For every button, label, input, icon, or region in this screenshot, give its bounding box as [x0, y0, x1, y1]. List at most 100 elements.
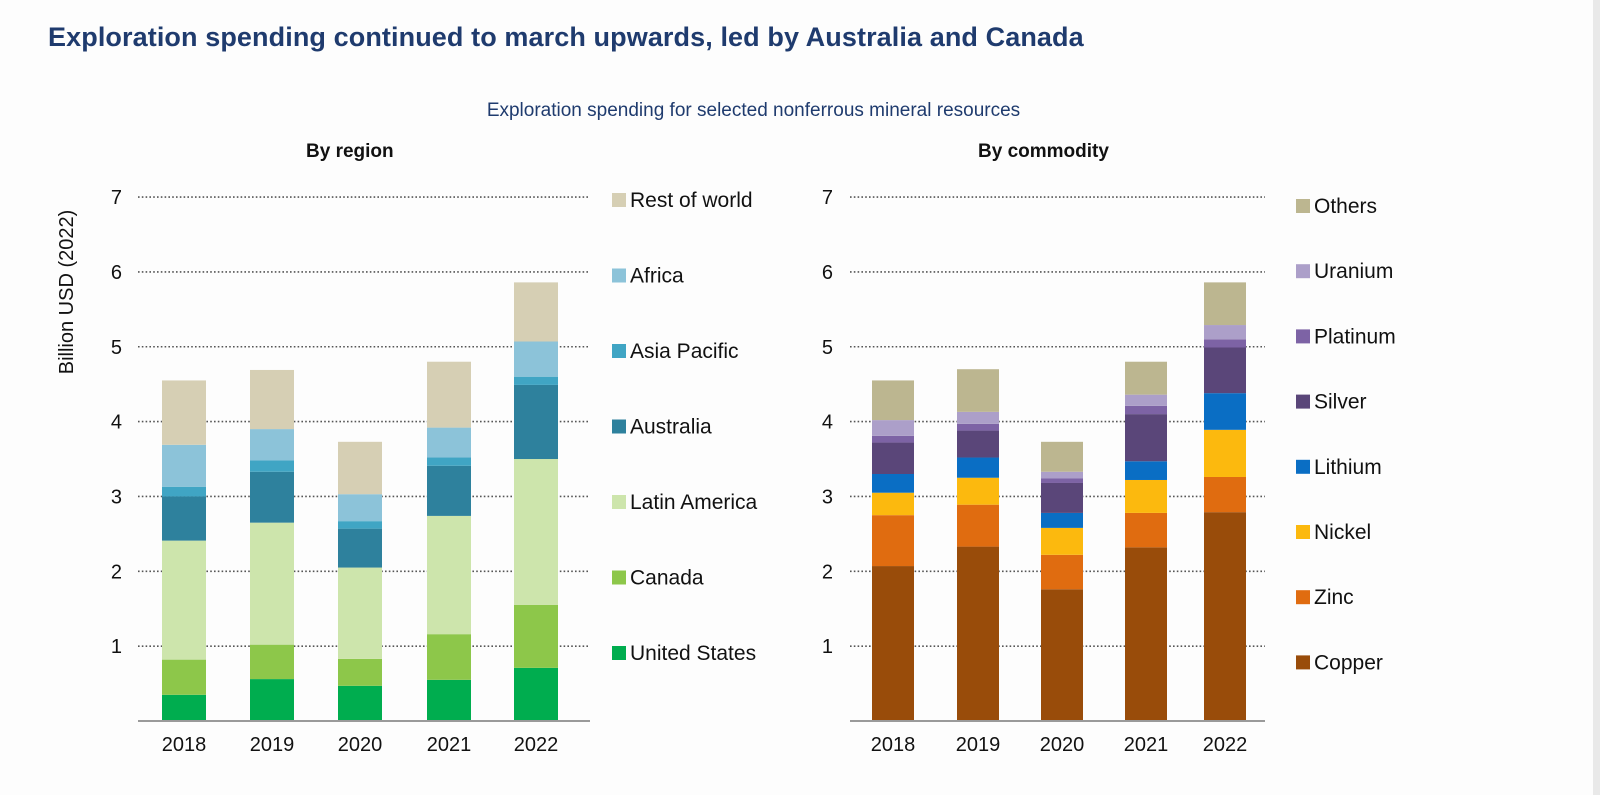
- region-bar-latin-america-2022: [514, 459, 558, 605]
- commodity-legend-label: Silver: [1314, 391, 1367, 414]
- region-x-tick-label: 2018: [162, 734, 207, 756]
- region-bar-latin-america-2021: [427, 515, 471, 635]
- commodity-bar-zinc-2021: [1125, 512, 1167, 548]
- region-x-tick-label: 2022: [514, 734, 559, 756]
- commodity-bar-silver-2020: [1041, 482, 1083, 513]
- commodity-bar-copper-2021: [1125, 547, 1167, 721]
- region-bar-united-states-2022: [514, 667, 558, 721]
- region-bar-latin-america-2019: [250, 522, 294, 645]
- commodity-legend-swatch: [1296, 394, 1310, 409]
- region-bar-australia-2021: [427, 465, 471, 516]
- commodity-bar-copper-2022: [1204, 512, 1246, 721]
- commodity-x-tick-label: 2020: [1040, 734, 1085, 756]
- commodity-bar-lithium-2020: [1041, 512, 1083, 528]
- commodity-y-tick-label: 2: [822, 561, 833, 583]
- commodity-x-tick-label: 2019: [956, 734, 1001, 756]
- region-y-tick-label: 7: [111, 187, 122, 209]
- region-legend-swatch: [612, 570, 626, 585]
- commodity-bar-silver-2022: [1204, 347, 1246, 394]
- commodity-legend-label: Lithium: [1314, 456, 1382, 479]
- commodity-legend-swatch: [1296, 590, 1310, 605]
- commodity-bar-zinc-2018: [872, 515, 914, 567]
- commodity-bar-silver-2019: [957, 430, 999, 458]
- commodity-chart: 1 2 3 4 5 6 7 2018 2019 2020 2021 2022 Others Uranium…: [822, 187, 1396, 756]
- commodity-legend-label: Nickel: [1314, 521, 1371, 544]
- commodity-bar-lithium-2019: [957, 457, 999, 478]
- commodity-x-tick-label: 2021: [1124, 734, 1169, 756]
- commodity-y-tick-label: 4: [822, 412, 833, 434]
- commodity-legend-swatch: [1296, 655, 1310, 670]
- commodity-bar-nickel-2021: [1125, 479, 1167, 513]
- region-bar-africa-2022: [514, 341, 558, 377]
- region-legend-swatch: [612, 646, 626, 660]
- region-bar-asia-pacific-2019: [250, 460, 294, 472]
- commodity-bar-zinc-2020: [1041, 554, 1083, 590]
- region-legend-swatch: [612, 344, 626, 358]
- region-legend-label: United States: [630, 642, 756, 665]
- commodity-legend-label: Others: [1314, 195, 1377, 218]
- commodity-bar-lithium-2021: [1125, 461, 1167, 480]
- region-bar-united-states-2021: [427, 679, 471, 721]
- commodity-bar-platinum-2020: [1041, 478, 1083, 483]
- commodity-bar-uranium-2022: [1204, 325, 1246, 340]
- region-bar-canada-2020: [338, 658, 382, 686]
- region-bar-africa-2020: [338, 494, 382, 522]
- region-bar-australia-2022: [514, 384, 558, 460]
- region-legend-label: Latin America: [630, 491, 758, 514]
- region-bar-asia-pacific-2018: [162, 486, 206, 497]
- commodity-legend-label: Copper: [1314, 651, 1383, 674]
- commodity-bar-platinum-2022: [1204, 339, 1246, 348]
- region-bar-latin-america-2018: [162, 540, 206, 660]
- commodity-panel-title: By commodity: [978, 141, 1109, 162]
- region-bar-canada-2022: [514, 604, 558, 668]
- region-bar-rest-of-world-2019: [250, 369, 294, 430]
- commodity-bar-nickel-2020: [1041, 527, 1083, 555]
- region-x-tick-label: 2020: [338, 734, 383, 756]
- commodity-bar-uranium-2021: [1125, 394, 1167, 406]
- commodity-bar-lithium-2022: [1204, 393, 1246, 430]
- region-legend-label: Rest of world: [630, 189, 753, 212]
- region-bar-africa-2021: [427, 427, 471, 458]
- region-legend-label: Australia: [630, 416, 712, 439]
- region-bar-latin-america-2020: [338, 567, 382, 659]
- region-y-tick-label: 1: [111, 636, 122, 658]
- commodity-bar-nickel-2018: [872, 492, 914, 516]
- commodity-legend-label: Uranium: [1314, 260, 1393, 283]
- commodity-x-tick-label: 2022: [1203, 734, 1248, 756]
- commodity-bar-silver-2021: [1125, 414, 1167, 462]
- commodity-bar-zinc-2019: [957, 504, 999, 547]
- commodity-bar-others-2019: [957, 369, 999, 412]
- commodity-bar-others-2022: [1204, 282, 1246, 326]
- commodity-bar-others-2021: [1125, 361, 1167, 395]
- commodity-bar-others-2018: [872, 380, 914, 421]
- vertical-scrollbar[interactable]: [1593, 0, 1600, 795]
- region-bar-rest-of-world-2022: [514, 282, 558, 342]
- region-bar-australia-2020: [338, 528, 382, 568]
- commodity-bar-platinum-2018: [872, 435, 914, 443]
- commodity-y-tick-label: 6: [822, 262, 833, 284]
- commodity-bar-uranium-2019: [957, 411, 999, 424]
- region-legend-label: Asia Pacific: [630, 340, 739, 363]
- region-bar-asia-pacific-2020: [338, 521, 382, 529]
- commodity-legend-swatch: [1296, 459, 1310, 474]
- region-bar-canada-2019: [250, 644, 294, 680]
- region-y-tick-label: 4: [111, 412, 122, 434]
- region-legend-swatch: [612, 419, 626, 434]
- region-legend-swatch: [612, 193, 626, 207]
- region-bar-united-states-2019: [250, 679, 294, 721]
- commodity-bar-zinc-2022: [1204, 476, 1246, 513]
- region-bar-rest-of-world-2020: [338, 441, 382, 495]
- region-y-tick-label: 6: [111, 262, 122, 284]
- commodity-bar-uranium-2018: [872, 420, 914, 436]
- region-chart: 1 2 3 4 5 6 7 2018 2019 2020 2021 2022 Rest of world…: [56, 187, 758, 756]
- region-bar-canada-2018: [162, 659, 206, 695]
- commodity-y-tick-label: 7: [822, 187, 833, 209]
- commodity-bar-platinum-2021: [1125, 405, 1167, 415]
- region-y-tick-label: 2: [111, 561, 122, 583]
- region-bar-united-states-2020: [338, 685, 382, 721]
- region-bar-africa-2018: [162, 444, 206, 487]
- region-bar-canada-2021: [427, 634, 471, 680]
- commodity-bar-others-2020: [1041, 441, 1083, 472]
- commodity-legend-swatch: [1296, 264, 1310, 279]
